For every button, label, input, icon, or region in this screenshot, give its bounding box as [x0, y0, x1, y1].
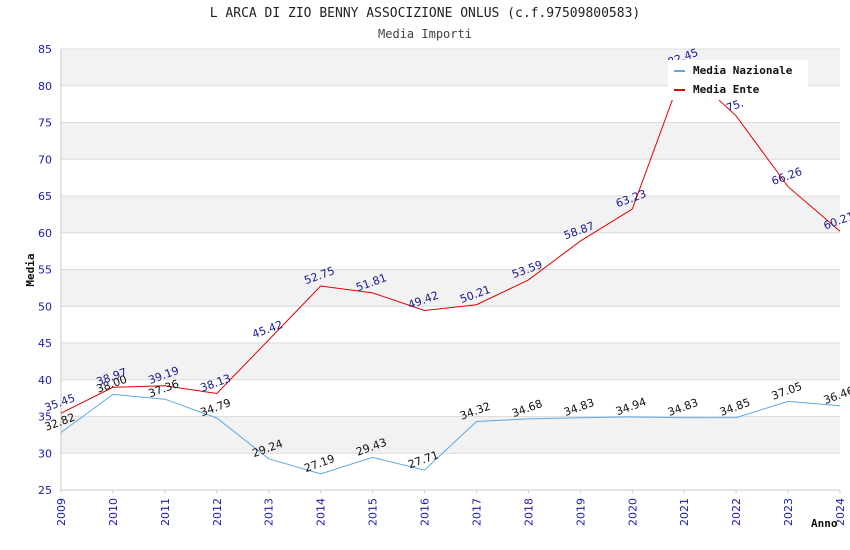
x-tick-label: 2022	[730, 498, 743, 526]
data-label-media-nazionale: 34.85	[718, 396, 752, 419]
y-tick-label: 30	[38, 447, 52, 460]
x-tick-label: 2011	[159, 498, 172, 526]
legend-label-media-ente: Media Ente	[693, 83, 760, 96]
x-tick-label: 2024	[834, 498, 847, 526]
legend-swatch-media-ente	[674, 89, 685, 91]
x-tick-label: 2017	[470, 498, 483, 526]
y-tick-label: 65	[38, 190, 52, 203]
legend-item-media-ente: Media Ente	[674, 83, 759, 99]
y-tick-label: 55	[38, 264, 52, 277]
y-tick-label: 60	[38, 227, 52, 240]
legend-item-media-nazionale: Media Nazionale	[674, 64, 792, 80]
y-tick-label: 45	[38, 337, 52, 350]
x-tick-label: 2021	[678, 498, 691, 526]
x-tick-label: 2023	[782, 498, 795, 526]
data-label-media-nazionale: 34.83	[666, 396, 700, 419]
x-tick-label: 2018	[522, 498, 535, 526]
x-axis-title: Anno	[811, 517, 838, 530]
data-label-media-nazionale: 34.94	[614, 395, 648, 418]
data-label-media-ente: 75.	[724, 96, 745, 114]
legend: Media Nazionale Media Ente	[668, 60, 808, 100]
y-tick-label: 50	[38, 300, 52, 313]
x-tick-label: 2010	[107, 498, 120, 526]
data-label-media-ente: 45.42	[251, 318, 285, 341]
legend-label-media-nazionale: Media Nazionale	[693, 64, 793, 77]
y-axis-title: Media	[24, 253, 37, 286]
y-tick-label: 70	[38, 153, 52, 166]
x-tick-label: 2020	[626, 498, 639, 526]
x-tick-label: 2013	[263, 498, 276, 526]
chart-title: L ARCA DI ZIO BENNY ASSOCIZIONE ONLUS (c…	[209, 6, 641, 21]
grid-band	[61, 122, 840, 160]
grid-band	[61, 416, 840, 454]
y-tick-label: 75	[38, 117, 52, 130]
x-tick-label: 2009	[55, 498, 68, 526]
grid-band	[61, 343, 840, 380]
chart-subtitle: Media Importi	[378, 27, 472, 41]
data-label-media-nazionale: 36.46	[822, 384, 850, 407]
data-label-media-nazionale: 27.19	[302, 452, 336, 475]
grid-band	[61, 196, 840, 233]
x-tick-label: 2014	[315, 498, 328, 526]
y-tick-label: 35	[38, 411, 52, 424]
x-tick-label: 2015	[367, 498, 380, 526]
grid-band	[61, 269, 840, 307]
y-tick-label: 85	[38, 43, 52, 56]
x-tick-label: 2019	[574, 498, 587, 526]
x-tick-label: 2016	[419, 498, 432, 526]
y-tick-label: 25	[38, 484, 52, 497]
data-label-media-nazionale: 34.83	[562, 396, 596, 419]
x-tick-label: 2012	[211, 498, 224, 526]
data-label-media-nazionale: 37.05	[770, 380, 804, 403]
legend-swatch-media-nazionale	[674, 70, 685, 72]
series-line-media-nazionale	[60, 393, 841, 475]
y-tick-label: 80	[38, 80, 52, 93]
y-tick-label: 40	[38, 374, 52, 387]
data-label-media-nazionale: 34.79	[199, 396, 233, 419]
